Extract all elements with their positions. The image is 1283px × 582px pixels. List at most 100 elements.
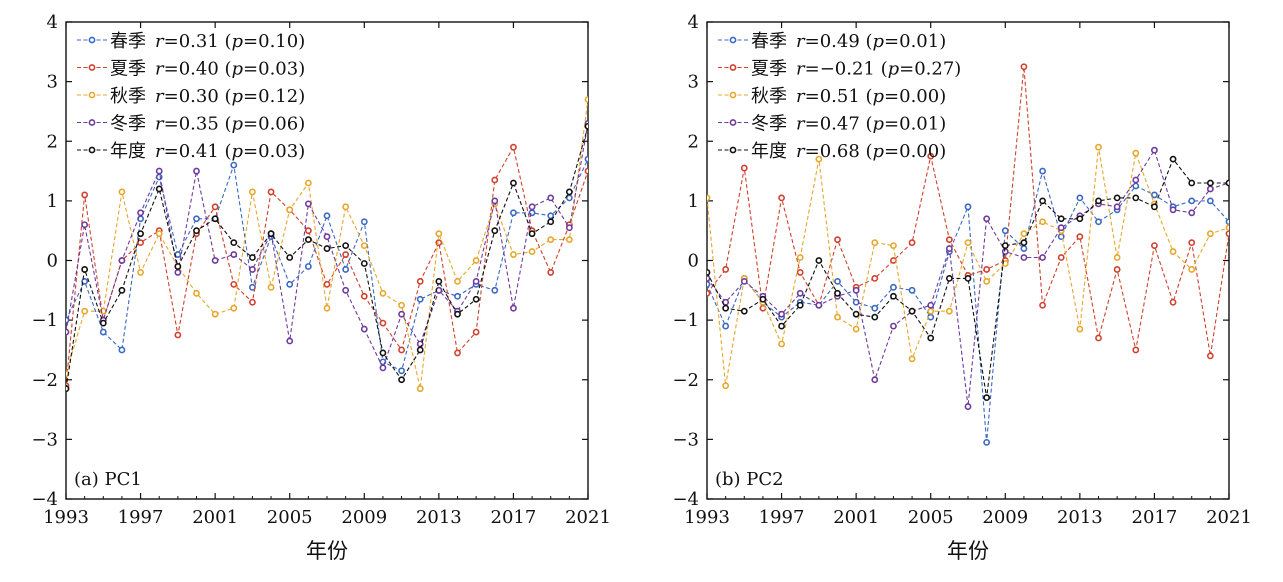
legend-marker (729, 119, 737, 126)
data-point (249, 254, 256, 261)
data-point (211, 310, 219, 318)
legend-marker (88, 91, 96, 99)
data-point (1188, 239, 1196, 247)
y-tick-label: −1 (31, 310, 58, 331)
series-line (66, 158, 588, 372)
legend-entry-stat: r=0.68 (p=0.00) (796, 141, 946, 162)
data-point (740, 164, 748, 172)
data-point (796, 254, 804, 261)
data-point (304, 200, 312, 208)
data-point (815, 301, 823, 309)
chart-panel-pc2: −4 −3 −2 −1 0 1 2 3 4 1993 1997 2001 2005 2009 2013 201… (641, 0, 1283, 582)
data-point (267, 188, 275, 196)
data-point (964, 203, 972, 211)
data-point (815, 257, 823, 264)
x-tick-label: 2009 (982, 507, 1028, 528)
legend-entry-name: 年度 (751, 141, 787, 162)
data-point (1169, 206, 1177, 214)
data-point (1206, 197, 1214, 205)
data-point (342, 203, 350, 211)
data-point (722, 382, 730, 390)
data-point (81, 277, 89, 285)
data-point (890, 242, 897, 249)
data-point (778, 194, 785, 202)
data-point (890, 322, 897, 330)
data-point (1039, 254, 1046, 261)
y-tick-label: 4 (688, 12, 699, 33)
data-point (211, 215, 219, 223)
data-point (99, 319, 107, 327)
data-point (193, 215, 200, 223)
data-point (416, 346, 424, 354)
data-point (1095, 218, 1102, 226)
data-point (871, 304, 879, 312)
data-point (360, 242, 368, 249)
data-point (193, 289, 200, 297)
legend-entry-stat: r=0.35 (p=0.06) (155, 114, 305, 135)
data-point (1057, 215, 1065, 223)
data-point (379, 364, 387, 372)
data-point (908, 239, 916, 247)
data-point (1132, 194, 1140, 202)
data-point (398, 367, 405, 375)
data-point (707, 194, 711, 202)
data-point (416, 295, 424, 303)
data-point (740, 307, 748, 315)
data-point (1113, 194, 1121, 202)
data-point (267, 230, 275, 238)
data-point (491, 197, 499, 205)
data-point (1132, 149, 1140, 157)
data-point (230, 304, 238, 312)
data-point (155, 167, 163, 175)
data-point (852, 286, 860, 294)
series-4 (707, 155, 1229, 402)
data-point (983, 438, 991, 446)
data-point (1039, 167, 1046, 175)
x-tick-label: 1997 (118, 507, 164, 528)
data-point (155, 230, 163, 238)
data-point (230, 161, 238, 169)
x-tick-label: 1993 (684, 507, 730, 528)
data-point (1132, 346, 1140, 354)
data-point (584, 167, 588, 175)
data-point (174, 269, 182, 276)
data-point (454, 310, 461, 318)
data-point (137, 269, 144, 276)
data-point (416, 277, 424, 285)
y-tick-label: −4 (672, 489, 699, 510)
data-point (304, 227, 312, 235)
data-point (1039, 197, 1046, 205)
data-point (908, 286, 916, 294)
data-point (118, 257, 126, 264)
data-point (1151, 242, 1158, 249)
legend-entry-stat: r=0.49 (p=0.01) (796, 31, 946, 52)
y-tick-label: −2 (31, 370, 58, 391)
data-point (360, 260, 368, 267)
data-point (584, 122, 588, 130)
data-point (211, 203, 219, 211)
data-point (1057, 224, 1065, 232)
data-point (528, 230, 536, 238)
data-point (286, 206, 294, 214)
data-point (1188, 197, 1196, 205)
data-point (118, 188, 126, 196)
data-point (211, 257, 219, 264)
data-point (945, 245, 953, 252)
data-point (472, 257, 480, 264)
x-tick-label: 1997 (759, 507, 805, 528)
data-point (547, 194, 555, 202)
data-point (81, 191, 89, 199)
data-point (398, 376, 405, 384)
data-point (834, 236, 841, 244)
data-point (491, 227, 499, 235)
data-point (740, 277, 748, 285)
data-point (927, 307, 935, 315)
legend-entry-name: 秋季 (751, 86, 787, 107)
chart-panel-pc1: −4 −3 −2 −1 0 1 2 3 4 1993 1997 2001 2005 2009 2013 201… (0, 0, 641, 582)
data-point (1076, 194, 1084, 202)
data-point (137, 209, 144, 217)
x-tick-label: 2009 (341, 507, 387, 528)
data-point (1188, 209, 1196, 217)
legend-marker (729, 64, 737, 71)
data-point (193, 167, 200, 175)
